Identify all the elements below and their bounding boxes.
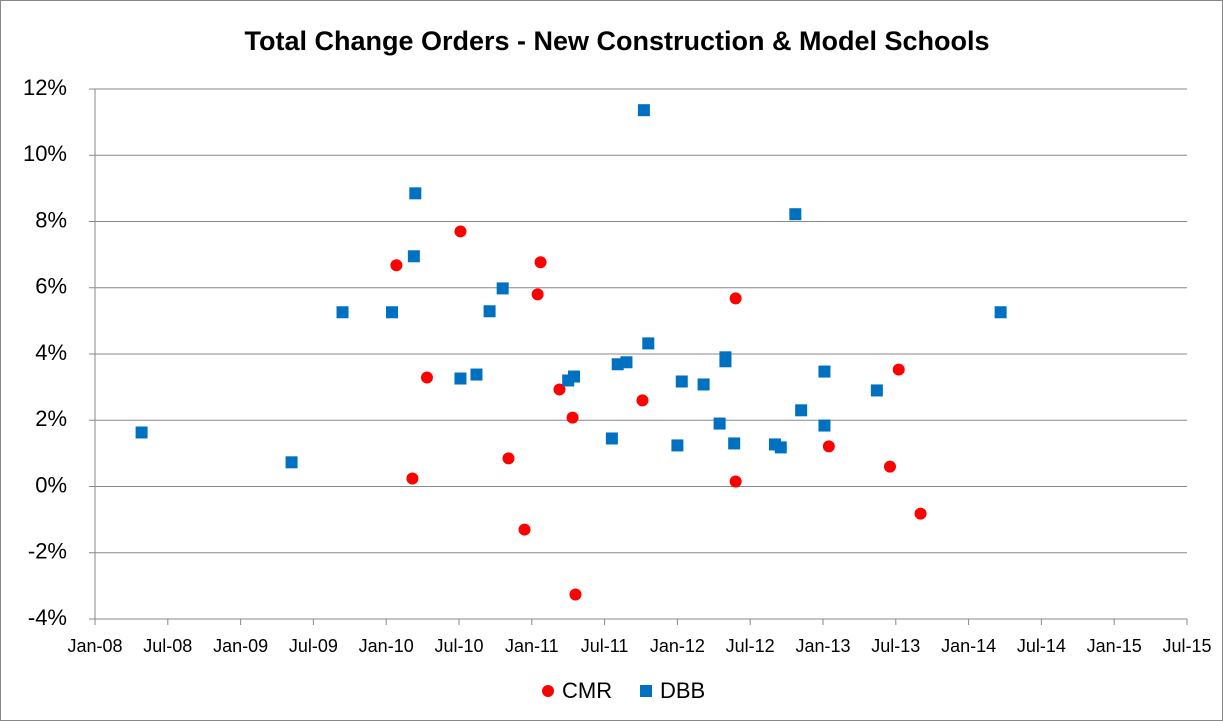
- point: [420, 371, 433, 384]
- point: [870, 384, 883, 397]
- legend-label: DBB: [660, 678, 705, 703]
- point: [713, 417, 726, 430]
- point: [914, 507, 927, 520]
- chart-title: Total Change Orders - New Construction &…: [244, 26, 989, 56]
- y-tick-label: 2%: [35, 406, 67, 431]
- x-tick-label: Jul-13: [871, 636, 920, 656]
- point: [818, 419, 831, 432]
- point: [728, 437, 741, 450]
- point: [883, 460, 896, 473]
- point: [406, 472, 419, 485]
- legend-label: CMR: [562, 678, 612, 703]
- legend-marker: [542, 685, 554, 697]
- point: [719, 355, 732, 368]
- point: [454, 372, 467, 385]
- point: [642, 337, 655, 350]
- x-tick-label: Jan-13: [795, 636, 850, 656]
- x-tick-label: Jul-08: [143, 636, 192, 656]
- point: [636, 394, 649, 407]
- point: [729, 292, 742, 305]
- point: [518, 523, 531, 536]
- point: [620, 356, 633, 369]
- y-tick-label: 4%: [35, 340, 67, 365]
- point: [386, 306, 399, 319]
- point: [502, 452, 515, 465]
- x-tick-label: Jan-09: [213, 636, 268, 656]
- point: [409, 187, 422, 200]
- point: [390, 259, 403, 272]
- point: [822, 440, 835, 453]
- point: [605, 432, 618, 445]
- point: [407, 250, 420, 263]
- point: [994, 306, 1007, 319]
- x-tick-label: Jul-10: [434, 636, 483, 656]
- x-tick-label: Jan-12: [650, 636, 705, 656]
- x-tick-label: Jan-10: [359, 636, 414, 656]
- legend-marker: [640, 685, 652, 697]
- point: [285, 456, 298, 469]
- y-tick-label: -2%: [28, 539, 67, 564]
- point: [892, 363, 905, 376]
- y-tick-label: 12%: [23, 75, 67, 100]
- point: [496, 282, 509, 295]
- point: [531, 288, 544, 301]
- y-tick-label: -4%: [28, 605, 67, 630]
- x-tick-label: Jul-14: [1017, 636, 1066, 656]
- point: [795, 404, 808, 417]
- x-tick-label: Jul-11: [581, 636, 629, 656]
- x-tick-label: Jul-09: [289, 636, 338, 656]
- point: [671, 439, 684, 452]
- point: [729, 475, 742, 488]
- y-tick-label: 10%: [23, 141, 67, 166]
- point: [454, 225, 467, 238]
- x-tick-label: Jan-11: [505, 636, 559, 656]
- point: [483, 305, 496, 318]
- point: [566, 411, 579, 424]
- y-tick-label: 6%: [35, 274, 67, 299]
- point: [697, 378, 710, 391]
- x-tick-label: Jul-15: [1162, 636, 1211, 656]
- x-tick-label: Jan-08: [67, 636, 122, 656]
- y-tick-label: 0%: [35, 472, 67, 497]
- x-tick-label: Jul-12: [726, 636, 775, 656]
- x-tick-label: Jan-14: [941, 636, 996, 656]
- point: [637, 104, 650, 117]
- point: [135, 426, 148, 439]
- point: [569, 588, 582, 601]
- point: [534, 256, 547, 269]
- point: [818, 365, 831, 378]
- point: [774, 441, 787, 454]
- y-tick-label: 8%: [35, 207, 67, 232]
- point: [568, 370, 581, 383]
- x-tick-label: Jan-15: [1087, 636, 1142, 656]
- point: [789, 208, 802, 221]
- point: [336, 306, 349, 319]
- point: [675, 375, 688, 388]
- point: [470, 368, 483, 381]
